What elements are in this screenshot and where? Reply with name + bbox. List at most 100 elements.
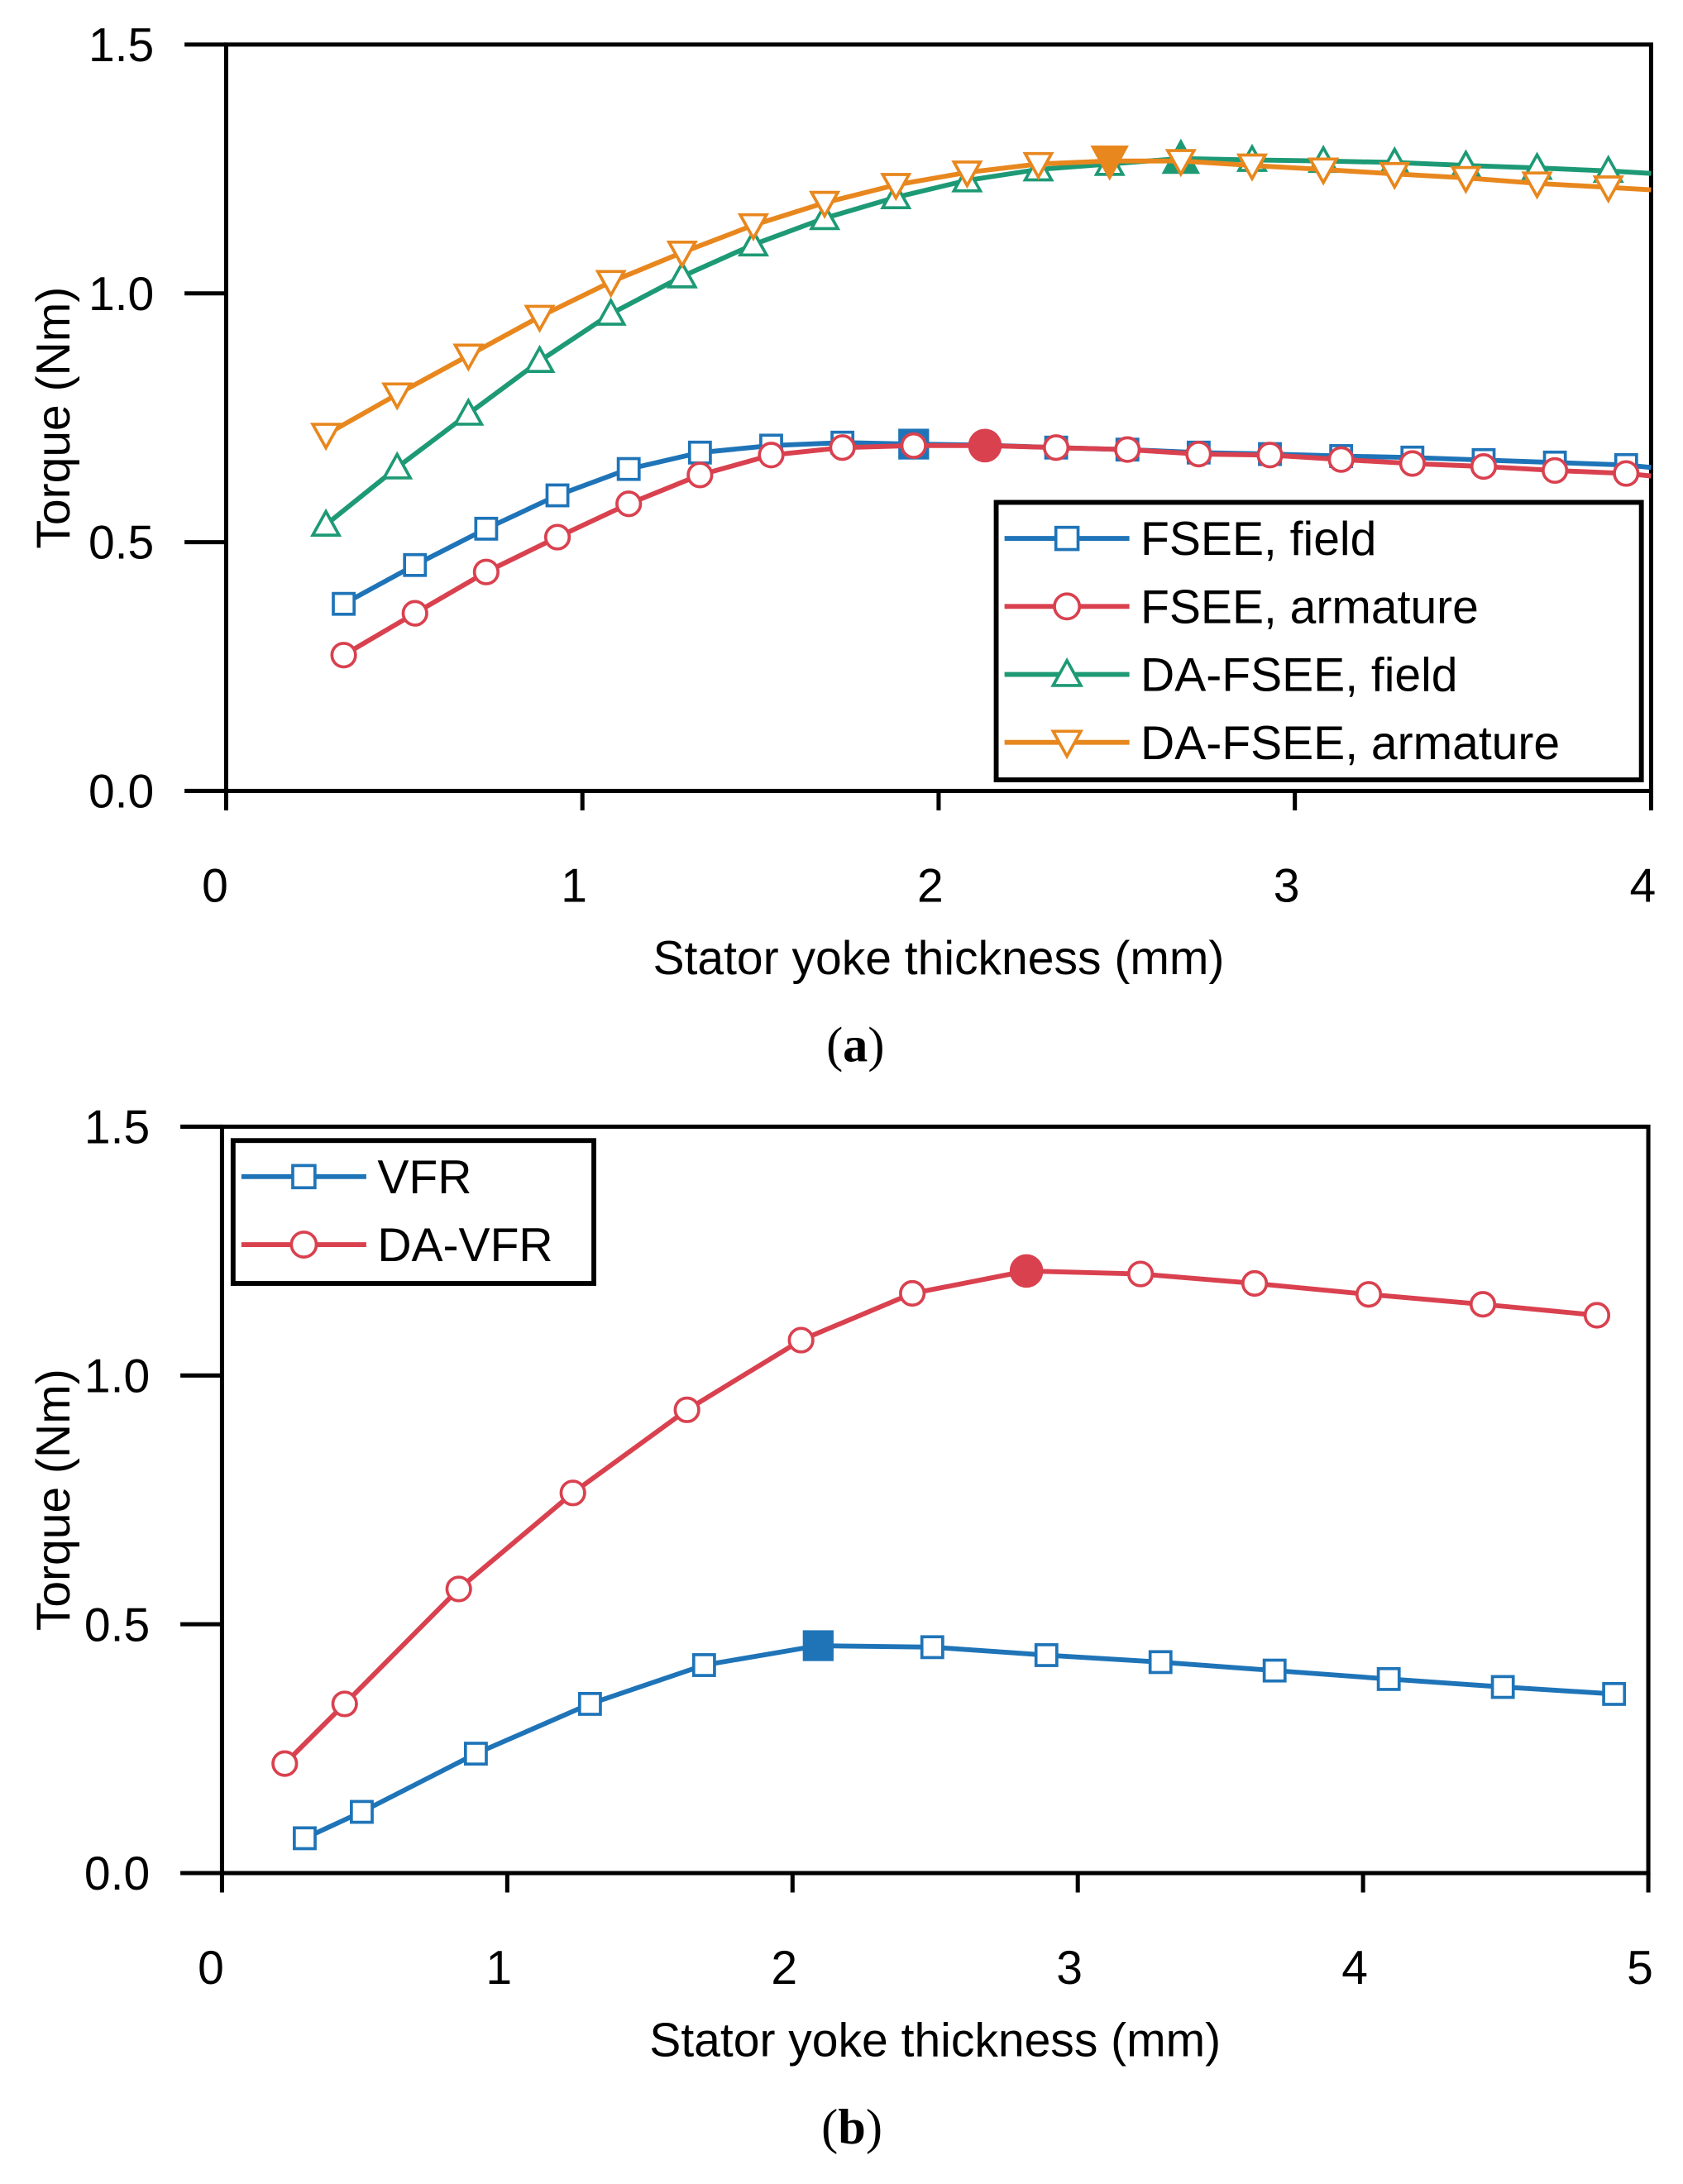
data-point: [293, 1826, 317, 1851]
data-point: [1327, 446, 1355, 473]
y-tick-label: 1.0: [84, 1350, 150, 1403]
x-tick-label: 3: [1274, 860, 1300, 913]
panel-caption: (b): [821, 2100, 882, 2155]
data-point: [1521, 171, 1553, 200]
data-point: [1034, 1643, 1059, 1667]
legend-item: VFR: [241, 1151, 471, 1204]
highlight-point: [1009, 1254, 1044, 1288]
data-point: [543, 523, 571, 551]
legend-label: DA-VFR: [377, 1219, 552, 1272]
data-point: [666, 240, 698, 270]
data-point: [1470, 453, 1498, 480]
plot-frame: [219, 1124, 1651, 1876]
legend-box: [230, 1138, 596, 1286]
legend-item: FSEE, armature: [1004, 581, 1479, 633]
data-point: [1148, 1650, 1173, 1675]
legend-marker-icon: [1050, 729, 1084, 760]
y-tick-label: 1.0: [88, 268, 154, 321]
legend-label: VFR: [377, 1151, 471, 1204]
caption-letter: b: [838, 2100, 866, 2155]
data-point: [452, 397, 485, 426]
data-point: [474, 516, 499, 541]
data-point: [332, 591, 356, 616]
series-da-fsee-armature: [309, 146, 1652, 452]
series-line: [324, 155, 1652, 527]
data-point: [381, 382, 414, 411]
x-tick-label: 4: [1341, 1942, 1368, 1995]
x-tick-label: 2: [917, 860, 944, 913]
x-tick-label: 0: [202, 860, 228, 913]
data-point: [1308, 157, 1340, 186]
data-point: [271, 1750, 299, 1777]
data-point: [920, 1635, 944, 1660]
data-point: [1355, 1281, 1383, 1308]
x-tick-label: 5: [1627, 1942, 1653, 1995]
series-line: [324, 158, 1652, 437]
data-point: [445, 1575, 472, 1603]
data-point: [1114, 436, 1141, 463]
x-axis-label: Stator yoke thickness (mm): [653, 932, 1224, 985]
data-point: [686, 461, 714, 489]
caption-paren: (: [821, 2100, 838, 2155]
data-point: [350, 1799, 374, 1824]
data-point: [1236, 153, 1269, 182]
chart-panel-b: 0 1 2 3 4 5 0.0 0.5 1.0 1.5 Stator yoke thickness …: [27, 1102, 1653, 2156]
x-tick-label: 2: [771, 1942, 797, 1995]
data-point: [331, 1690, 358, 1718]
caption-letter: a: [843, 1018, 868, 1073]
x-tick-label: 1: [561, 860, 587, 913]
data-point: [880, 173, 912, 202]
legend-marker-icon: [1054, 525, 1080, 552]
highlight-point: [802, 1630, 834, 1661]
data-point: [1262, 1658, 1287, 1683]
series-da-vfr: [271, 1254, 1611, 1777]
legend: VFR DA-VFR: [230, 1138, 596, 1286]
x-tick-label: 4: [1629, 860, 1656, 913]
data-point: [330, 642, 357, 669]
panel-caption: (a): [826, 1018, 884, 1073]
legend-marker-icon: [1053, 592, 1082, 621]
data-point: [1583, 1302, 1611, 1329]
y-tick-label: 0.5: [88, 517, 154, 570]
series-da-fsee-field: [309, 138, 1652, 537]
data-point: [1022, 151, 1054, 181]
x-axis-label: Stator yoke thickness (mm): [649, 2014, 1221, 2067]
data-point: [577, 1692, 602, 1716]
data-point: [559, 1479, 586, 1507]
data-point: [403, 552, 428, 577]
y-axis-label: Torque (Nm): [27, 1369, 80, 1631]
y-axis-label: Torque (Nm): [27, 287, 80, 549]
legend-label: FSEE, field: [1140, 513, 1376, 566]
x-tick-label: 1: [485, 1942, 512, 1995]
legend: FSEE, field FSEE, armature DA-FSEE, field D…: [993, 499, 1644, 782]
data-point: [687, 440, 712, 465]
data-point: [1042, 434, 1070, 461]
legend-label: DA-FSEE, field: [1140, 649, 1458, 702]
y-tick-label: 0.0: [84, 1847, 150, 1900]
data-point: [737, 228, 770, 257]
caption-paren: ): [868, 1018, 884, 1073]
legend-item: DA-FSEE, field: [1004, 649, 1458, 702]
data-point: [1450, 165, 1482, 194]
data-point: [737, 213, 770, 242]
highlight-point: [1090, 146, 1129, 181]
data-point: [1185, 440, 1212, 468]
data-point: [1592, 175, 1624, 204]
data-point: [673, 1396, 700, 1423]
data-point: [1490, 1675, 1515, 1699]
y-tick-label: 1.5: [84, 1102, 150, 1154]
data-point: [951, 160, 983, 189]
data-point: [545, 483, 570, 508]
data-point: [899, 1279, 926, 1307]
data-point: [381, 451, 414, 480]
legend-marker-icon: [289, 1231, 318, 1259]
data-point: [1613, 460, 1640, 487]
data-point: [595, 297, 627, 326]
data-point: [595, 270, 627, 299]
legend-item: DA-FSEE, armature: [1004, 717, 1560, 770]
legend-label: FSEE, armature: [1140, 581, 1479, 633]
data-point: [401, 600, 428, 627]
y-tick-label: 1.5: [88, 19, 154, 72]
data-point: [787, 1326, 815, 1354]
